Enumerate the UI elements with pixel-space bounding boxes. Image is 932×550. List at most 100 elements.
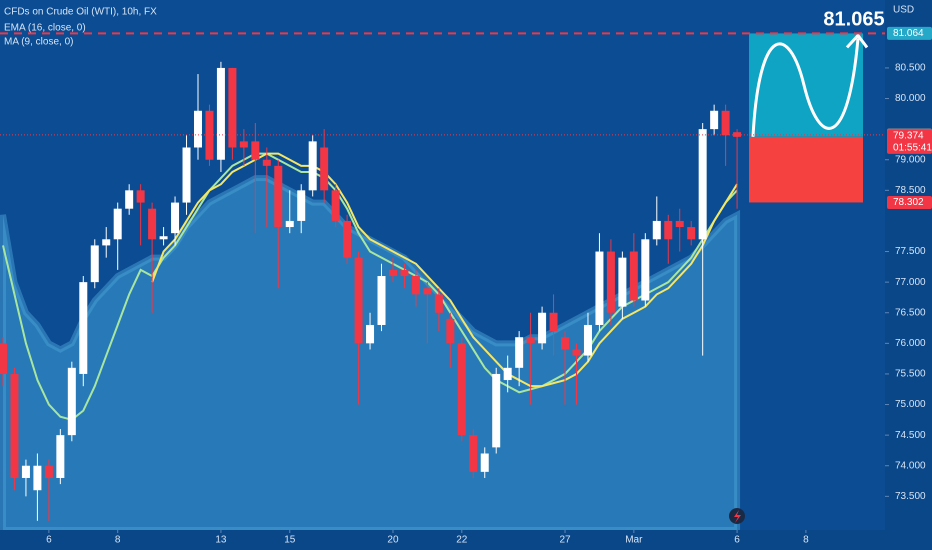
candle-body bbox=[251, 141, 260, 160]
y-tick-label: 80.000 bbox=[895, 93, 926, 104]
candle-body bbox=[239, 141, 248, 148]
candle-body bbox=[228, 67, 237, 148]
candle-body bbox=[354, 257, 363, 344]
candle-body bbox=[687, 227, 696, 240]
y-tick-label: 75.500 bbox=[895, 369, 926, 380]
candle-body bbox=[216, 67, 225, 160]
candle-body bbox=[0, 343, 7, 374]
candle-body bbox=[44, 465, 53, 478]
candle-body bbox=[366, 324, 375, 344]
candle-body bbox=[721, 110, 730, 136]
y-tick-label: 77.500 bbox=[895, 246, 926, 257]
x-tick-label: 15 bbox=[284, 535, 296, 546]
y-tick-label: 80.500 bbox=[895, 63, 926, 74]
candle-body bbox=[90, 245, 99, 283]
candle-body bbox=[526, 337, 535, 344]
x-tick-label: 8 bbox=[803, 535, 809, 546]
indicator-label: MA (9, close, 0) bbox=[4, 37, 73, 48]
candle-body bbox=[79, 282, 88, 374]
y-tick-label: 77.000 bbox=[895, 277, 926, 288]
candle-body bbox=[503, 367, 512, 381]
candle-body bbox=[148, 208, 157, 240]
y-tick-label: 74.500 bbox=[895, 430, 926, 441]
candle-body bbox=[343, 220, 352, 258]
y-tick-label: 75.000 bbox=[895, 399, 926, 410]
candle-body bbox=[113, 208, 122, 240]
candle-body bbox=[125, 190, 134, 209]
x-tick-label: 13 bbox=[215, 535, 227, 546]
candle-body bbox=[423, 288, 432, 295]
candle-body bbox=[182, 147, 191, 203]
chart-title: CFDs on Crude Oil (WTI), 10h, FX bbox=[4, 7, 157, 18]
candle-body bbox=[480, 453, 489, 472]
candle-body bbox=[549, 312, 558, 332]
candle-body bbox=[285, 220, 294, 228]
candle-body bbox=[446, 318, 455, 344]
stop-box bbox=[749, 136, 863, 203]
ema-line bbox=[151, 152, 738, 388]
x-tick-label: 22 bbox=[456, 535, 468, 546]
candle-body bbox=[388, 269, 397, 277]
candle-body bbox=[538, 312, 547, 344]
currency: USD bbox=[893, 5, 914, 16]
forecast-arrow bbox=[845, 33, 869, 49]
price-tag bbox=[887, 129, 932, 154]
countdown: 01:55:41 bbox=[893, 142, 932, 153]
candle-body bbox=[67, 367, 76, 436]
candle-body bbox=[411, 276, 420, 295]
target-label: 81.065 bbox=[823, 8, 884, 30]
target-box bbox=[749, 33, 863, 137]
candle-body bbox=[308, 141, 317, 191]
event-icon bbox=[734, 510, 741, 523]
candle-body bbox=[331, 190, 340, 221]
x-tick-label: 6 bbox=[734, 535, 740, 546]
candle-body bbox=[274, 165, 283, 228]
candle-body bbox=[171, 202, 180, 234]
candle-body bbox=[136, 190, 145, 203]
candle-body bbox=[434, 294, 443, 313]
candle-body bbox=[400, 269, 409, 277]
candle-body bbox=[675, 220, 684, 228]
x-tick-label: 20 bbox=[387, 535, 399, 546]
candle-body bbox=[561, 337, 570, 350]
candle-body bbox=[262, 159, 271, 166]
price-tag bbox=[887, 26, 932, 40]
candle-body bbox=[159, 236, 168, 240]
candle-body bbox=[21, 465, 30, 478]
x-tick-label: 8 bbox=[115, 535, 121, 546]
candle-body bbox=[606, 251, 615, 313]
candle-body bbox=[377, 276, 386, 325]
x-tick-label: 27 bbox=[559, 535, 571, 546]
candle-body bbox=[205, 110, 214, 160]
candle-body bbox=[572, 349, 581, 356]
forecast-curve bbox=[751, 38, 860, 137]
y-tick-label: 73.500 bbox=[895, 491, 926, 502]
y-tick-label: 74.000 bbox=[895, 460, 926, 471]
x-tick-label: Mar bbox=[625, 535, 643, 546]
candle-body bbox=[733, 132, 742, 137]
price-tag-label: 78.302 bbox=[893, 197, 924, 208]
price-tag-label: 79.374 bbox=[893, 130, 924, 141]
candle-body bbox=[618, 257, 627, 307]
price-axis bbox=[885, 0, 932, 550]
indicator-label: EMA (16, close, 0) bbox=[4, 23, 86, 34]
candle-body bbox=[193, 110, 202, 148]
y-tick-label: 76.500 bbox=[895, 307, 926, 318]
candle-body bbox=[641, 239, 650, 301]
price-tag-label: 81.064 bbox=[893, 28, 924, 39]
candle-body bbox=[10, 373, 19, 478]
plot bbox=[0, 61, 742, 533]
candle-body bbox=[583, 324, 592, 356]
y-tick-label: 79.000 bbox=[895, 154, 926, 165]
candle-body bbox=[469, 435, 478, 472]
candle-body bbox=[56, 435, 65, 478]
candle-body bbox=[664, 220, 673, 240]
price-tag bbox=[887, 195, 932, 209]
candle-body bbox=[492, 373, 501, 448]
candle-body bbox=[698, 129, 707, 240]
candle-body bbox=[33, 465, 42, 491]
candle-body bbox=[652, 220, 661, 240]
y-tick-label: 76.000 bbox=[895, 338, 926, 349]
